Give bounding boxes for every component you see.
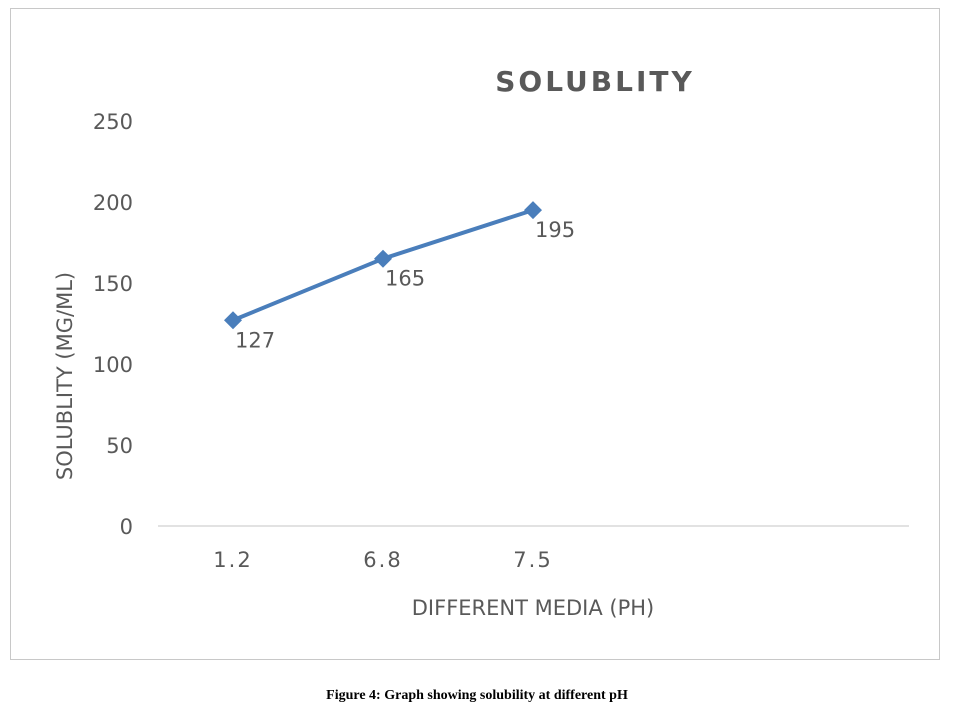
y-tick-label: 0	[120, 515, 133, 539]
data-point-marker	[374, 249, 392, 268]
x-axis-title: DIFFERENT MEDIA (PH)	[412, 596, 655, 620]
chart-frame: SOLUBLITY 0 50 100 150 200 250 1.2 6.8 7.5 SOLU…	[10, 8, 940, 660]
data-point-marker	[224, 311, 242, 330]
data-label: 127	[235, 328, 275, 352]
figure-caption: Figure 4: Graph showing solubility at di…	[326, 688, 628, 703]
x-tick-labels: 1.2 6.8 7.5	[213, 548, 552, 572]
data-label: 165	[385, 267, 425, 291]
series-group: 127 165 195	[224, 201, 575, 352]
y-axis-title: SOLUBLITY (MG/ML)	[53, 272, 77, 480]
y-tick-label: 150	[93, 272, 133, 296]
chart-title: SOLUBLITY	[495, 65, 695, 98]
y-tick-label: 250	[93, 110, 133, 134]
solubility-chart: SOLUBLITY 0 50 100 150 200 250 1.2 6.8 7.5 SOLU…	[53, 65, 909, 620]
y-tick-label: 50	[106, 434, 133, 458]
data-label: 195	[535, 218, 575, 242]
y-tick-labels: 0 50 100 150 200 250	[93, 110, 133, 539]
y-tick-label: 100	[93, 353, 133, 377]
x-tick-label: 6.8	[363, 548, 402, 572]
data-point-marker	[524, 201, 542, 220]
x-tick-label: 1.2	[213, 548, 252, 572]
x-tick-label: 7.5	[513, 548, 552, 572]
y-tick-label: 200	[93, 191, 133, 215]
